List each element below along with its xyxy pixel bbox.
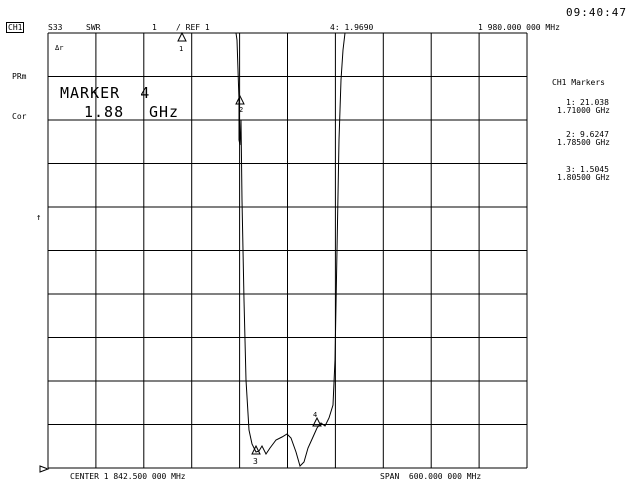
marker-1-label: 1 xyxy=(179,45,183,53)
marker-1-triangle xyxy=(177,31,187,42)
scale-per-div: 1 xyxy=(152,23,157,32)
marker-3-label: 3 xyxy=(253,457,258,466)
marker-2-triangle xyxy=(235,94,245,105)
active-marker-frequency: 1 980.000 000 MHz xyxy=(478,23,560,32)
annotation-prm: PRm xyxy=(12,72,27,81)
marker-list-3-value: 1.5045 xyxy=(580,165,609,174)
reference-position-arrow: ↑ xyxy=(36,213,42,223)
active-marker-readout: 4: 1.9690 xyxy=(330,23,374,32)
marker-4-label: 4 xyxy=(313,411,317,419)
center-frequency: CENTER 1 842.500 000 MHz xyxy=(70,472,186,481)
graticule-grid xyxy=(47,32,528,469)
reference-line-arrow xyxy=(39,465,50,473)
marker-2-label: 2 xyxy=(239,106,243,114)
span-frequency: SPAN 600.000 000 MHz xyxy=(380,472,482,481)
marker-box-unit: GHz xyxy=(149,103,180,121)
marker-list-2-value: 9.6247 xyxy=(580,130,609,139)
marker-3-triangle xyxy=(251,444,261,455)
marker-box-value: 1.88 xyxy=(84,103,125,121)
marker-list-1-freq: 1.71000 GHz xyxy=(557,106,610,115)
marker-4-triangle xyxy=(312,416,322,427)
measured-parameter: S33 xyxy=(48,23,63,32)
marker-list-3-freq: 1.80500 GHz xyxy=(557,173,610,182)
marker-list-title: CH1 Markers xyxy=(552,78,605,87)
marker-delta-indicator: Δr xyxy=(55,44,64,52)
clock-time: 09:40:47 xyxy=(566,6,627,19)
marker-box-title: MARKER 4 xyxy=(60,84,151,102)
annotation-cor: Cor xyxy=(12,112,27,121)
display-format: SWR xyxy=(86,23,101,32)
reference-value: / REF 1 xyxy=(176,23,210,32)
marker-list-2-freq: 1.78500 GHz xyxy=(557,138,610,147)
swr-trace xyxy=(48,32,527,467)
marker-list-3-num: 3: xyxy=(566,165,576,174)
marker-list-2-num: 2: xyxy=(566,130,576,139)
marker-list-1-value: 21.038 xyxy=(580,98,609,107)
marker-list-1-num: 1: xyxy=(566,98,576,107)
channel-indicator[interactable]: CH1 xyxy=(6,22,25,33)
